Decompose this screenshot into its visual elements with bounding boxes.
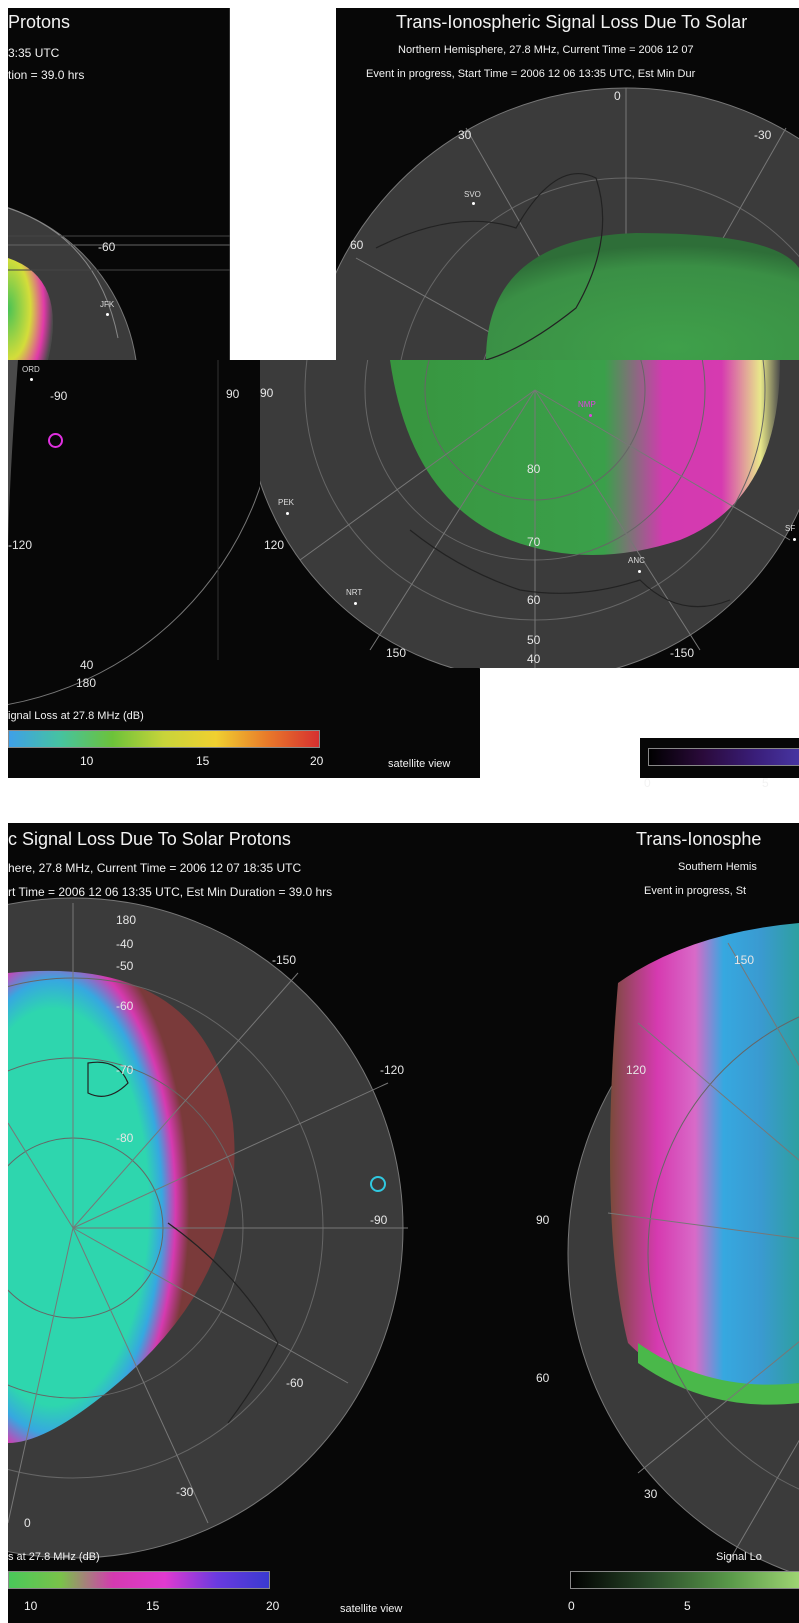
latitude-label: 60 (527, 593, 541, 607)
site-marker-nmp (589, 414, 592, 417)
site-marker-pek (286, 512, 289, 515)
bottom-left-map-panel: c Signal Loss Due To Solar Protons here,… (8, 823, 488, 1623)
colorbar-tick: 5 (762, 776, 769, 790)
longitude-label: 90 (536, 1213, 550, 1227)
longitude-label: 150 (734, 953, 755, 967)
colorbar (8, 730, 320, 748)
hemisphere-line: Northern Hemisphere, 27.8 MHz, Current T… (398, 44, 694, 56)
top-right-map-panel: Trans-Ionospheric Signal Loss Due To Sol… (336, 8, 799, 360)
view-mode-label: satellite view (340, 1603, 403, 1615)
site-label-nmp: NMP (578, 400, 596, 409)
longitude-label: -120 (8, 538, 33, 552)
site-marker-ord (30, 378, 33, 381)
colorbar-title: ignal Loss at 27.8 MHz (dB) (8, 710, 144, 722)
longitude-label: 180 (76, 676, 97, 690)
event-line: rt Time = 2006 12 06 13:35 UTC, Est Min … (8, 885, 333, 899)
longitude-label: -60 (286, 1376, 304, 1390)
time-line: 3:35 UTC (8, 46, 60, 60)
longitude-label: -120 (380, 1063, 405, 1077)
latitude-label: 80 (527, 462, 541, 476)
top-left-map-panel: Protons 3:35 UTC tion = 39.0 hrs -60 JFK (8, 8, 230, 360)
latitude-label: -70 (116, 1063, 134, 1077)
colorbar (570, 1571, 799, 1589)
bottom-right-map-panel: Trans-Ionosphe Southern Hemis Event in p… (488, 823, 799, 1623)
longitude-label: 30 (644, 1487, 658, 1501)
longitude-label: -150 (670, 646, 695, 660)
colorbar-tick: 20 (310, 754, 324, 768)
site-label-sf: SF (785, 524, 796, 533)
hemisphere-line: Southern Hemis (678, 861, 757, 873)
site-label-jfk: JFK (100, 300, 115, 309)
latitude-label: 70 (527, 535, 541, 549)
longitude-label: 0 (614, 89, 621, 103)
panel-title: Trans-Ionospheric Signal Loss Due To Sol… (396, 12, 748, 32)
top-right-globe-upper (336, 87, 799, 360)
event-line: Event in progress, Start Time = 2006 12 … (366, 68, 696, 80)
longitude-label: 60 (350, 238, 364, 252)
colorbar-tick: 15 (196, 754, 210, 768)
colorbar-tick: 20 (266, 1599, 280, 1613)
site-label-nrt: NRT (346, 588, 363, 597)
panel-title: c Signal Loss Due To Solar Protons (8, 829, 291, 849)
longitude-label: 60 (536, 1371, 550, 1385)
site-marker-anc (638, 570, 641, 573)
subsolar-point-marker (370, 1176, 386, 1192)
view-mode-label: satellite view (388, 758, 451, 770)
site-marker-sf (793, 538, 796, 541)
colorbar-tick: 10 (80, 754, 94, 768)
event-line: Event in progress, St (644, 885, 747, 897)
latitude-label: -40 (116, 937, 134, 951)
longitude-label: 180 (116, 913, 137, 927)
top-right-globe-lower (260, 360, 799, 668)
top-right-lower-panel: 90 NMP 80 PEK 120 70 SF ANC NRT 60 50 40… (260, 360, 799, 668)
longitude-label: -60 (98, 240, 116, 254)
colorbar (8, 1571, 270, 1589)
site-label-svo: SVO (464, 190, 481, 199)
site-label-pek: PEK (278, 498, 295, 507)
longitude-label: -90 (50, 389, 68, 403)
colorbar-title: s at 27.8 MHz (dB) (8, 1551, 100, 1563)
latitude-label: 40 (527, 652, 541, 666)
longitude-label: -30 (754, 128, 772, 142)
colorbar-tick: 15 (146, 1599, 160, 1613)
site-marker-nrt (354, 602, 357, 605)
longitude-label: -30 (176, 1485, 194, 1499)
bottom-left-globe (8, 897, 408, 1559)
hemisphere-line: here, 27.8 MHz, Current Time = 2006 12 0… (8, 861, 302, 875)
colorbar-tick: 10 (24, 1599, 38, 1613)
site-marker-svo (472, 202, 475, 205)
site-label-anc: ANC (628, 556, 645, 565)
duration-line: tion = 39.0 hrs (8, 68, 85, 82)
longitude-label: 120 (264, 538, 285, 552)
colorbar-tick: 0 (568, 1599, 575, 1613)
latitude-label: -60 (116, 999, 134, 1013)
longitude-label: -90 (370, 1213, 388, 1227)
subsolar-point-marker (48, 433, 63, 448)
colorbar (648, 748, 799, 766)
top-left-globe (8, 8, 230, 360)
longitude-label: 90 (226, 387, 240, 401)
longitude-label: -150 (272, 953, 297, 967)
longitude-label: 0 (24, 1516, 31, 1530)
site-label-ord: ORD (22, 365, 40, 374)
longitude-label: 120 (626, 1063, 647, 1077)
bottom-right-globe (567, 923, 799, 1576)
longitude-label: 90 (260, 386, 274, 400)
latitude-label: -80 (116, 1131, 134, 1145)
panel-title: Trans-Ionosphe (636, 829, 762, 849)
latitude-label: -50 (116, 959, 134, 973)
longitude-label: 30 (458, 128, 472, 142)
latitude-label: 50 (527, 633, 541, 647)
latitude-label: 40 (80, 658, 94, 672)
colorbar-tick: 5 (684, 1599, 691, 1613)
colorbar-tick: 0 (644, 776, 651, 790)
panel-title: Protons (8, 12, 71, 32)
top-right-colorbar-panel: 0 (640, 738, 799, 778)
longitude-label: 150 (386, 646, 407, 660)
colorbar-title: Signal Lo (716, 1551, 762, 1563)
site-marker-jfk (106, 313, 109, 316)
